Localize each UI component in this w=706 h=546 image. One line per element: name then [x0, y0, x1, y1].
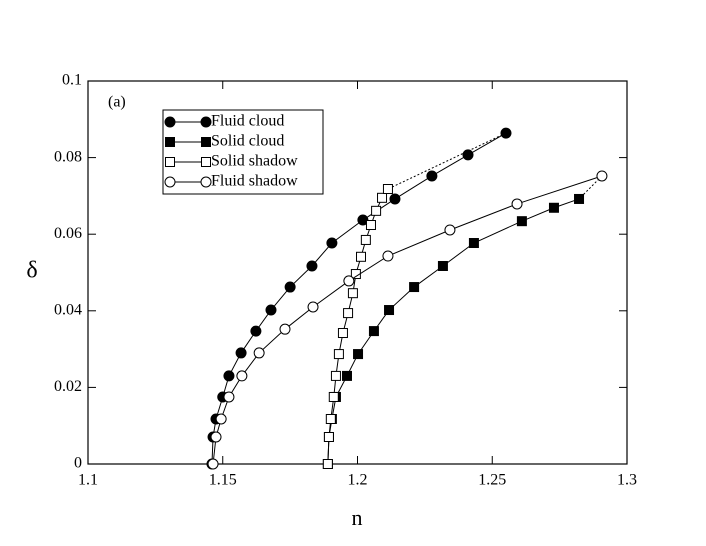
point	[384, 305, 395, 316]
legend-marker	[201, 137, 211, 147]
series-line	[212, 175, 603, 465]
point	[235, 347, 247, 359]
legend-marker	[200, 176, 212, 188]
y-tick-label: 0.08	[54, 148, 82, 165]
series-line	[211, 132, 507, 465]
y-tick-label: 0.02	[54, 378, 82, 395]
point	[356, 251, 367, 262]
point	[322, 459, 333, 469]
point	[437, 260, 448, 271]
legend-label: Solid shadow	[211, 153, 298, 170]
legend-label: Solid cloud	[211, 133, 284, 150]
legend-marker	[200, 116, 212, 128]
y-tick-label: 0.06	[54, 225, 82, 242]
legend-marker	[201, 157, 211, 167]
point	[382, 184, 393, 195]
point	[548, 202, 559, 213]
legend-label: Fluid cloud	[211, 113, 284, 130]
x-tick-label: 1.25	[478, 472, 506, 489]
point	[207, 458, 219, 470]
point	[236, 370, 248, 382]
point	[353, 349, 364, 360]
point	[328, 391, 339, 402]
point	[389, 193, 401, 205]
point	[253, 347, 265, 359]
legend-marker	[164, 116, 176, 128]
point	[444, 224, 456, 236]
point	[516, 216, 527, 227]
point	[210, 431, 222, 443]
point	[500, 127, 512, 139]
point	[279, 323, 291, 335]
y-tick-label: 0	[74, 455, 82, 472]
legend-marker	[165, 137, 175, 147]
legend-marker	[165, 157, 175, 167]
point	[306, 260, 318, 272]
point	[250, 325, 262, 337]
annotation: (a)	[108, 94, 126, 111]
point	[341, 370, 352, 381]
point	[365, 220, 376, 231]
x-tick-label: 1.1	[78, 472, 98, 489]
point	[360, 234, 371, 245]
point	[326, 237, 338, 249]
point	[368, 326, 379, 337]
point	[468, 238, 479, 249]
x-axis-label: n	[352, 505, 363, 530]
point	[337, 328, 348, 339]
point	[371, 205, 382, 216]
point	[343, 308, 354, 319]
legend-marker	[164, 176, 176, 188]
legend-box	[162, 109, 324, 195]
point	[574, 193, 585, 204]
point	[307, 301, 319, 313]
point	[596, 170, 608, 182]
point	[330, 370, 341, 381]
point	[347, 288, 358, 299]
legend-label: Fluid shadow	[211, 173, 298, 190]
point	[426, 170, 438, 182]
series-line	[327, 188, 389, 465]
point	[223, 370, 235, 382]
y-tick-label: 0.04	[54, 301, 82, 318]
point	[323, 431, 334, 442]
x-tick-label: 1.2	[348, 472, 368, 489]
x-tick-label: 1.15	[209, 472, 237, 489]
x-tick-label: 1.3	[617, 472, 637, 489]
y-tick-label: 0.1	[62, 72, 82, 89]
point	[382, 250, 394, 262]
point	[265, 304, 277, 316]
point	[377, 192, 388, 203]
y-axis-label: δ	[26, 258, 37, 284]
point	[511, 198, 523, 210]
point	[409, 282, 420, 293]
point	[215, 413, 227, 425]
point	[462, 149, 474, 161]
point	[325, 413, 336, 424]
tie-line	[387, 132, 507, 190]
point	[333, 349, 344, 360]
point	[343, 275, 355, 287]
point	[223, 391, 235, 403]
point	[284, 281, 296, 293]
